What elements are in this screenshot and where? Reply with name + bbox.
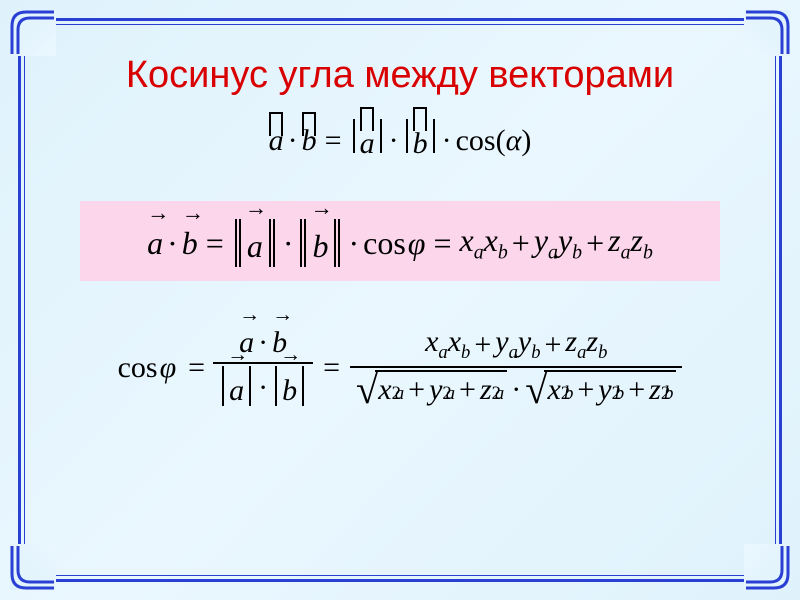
fraction-vectors: →a · →b →a · →b xyxy=(213,324,313,412)
slide-title: Косинус угла между векторами xyxy=(126,54,674,97)
vector-b: →b xyxy=(182,225,198,262)
magnitude-a: →a xyxy=(232,219,279,267)
vector-a: →a xyxy=(147,225,163,262)
formula-dot-product-coords: →a · →b = →a · →b · cos φ = xaxb + yayb … xyxy=(80,201,720,281)
slide-frame: Косинус угла между векторами a · b = a ·… xyxy=(0,0,800,600)
vector-b: b xyxy=(302,124,317,158)
fraction-coords: xaxb + yayb + zazb √ x2a + y2a + xyxy=(350,323,682,413)
magnitude-b: b xyxy=(403,119,438,163)
vector-a: a xyxy=(269,124,284,158)
formula-cosine: cos φ = →a · →b →a · xyxy=(118,323,683,413)
magnitude-b: →b xyxy=(297,219,344,267)
sqrt-a: √ x2a + y2a + z2a xyxy=(356,370,507,411)
sqrt-b: √ x2b + y2b + z2b xyxy=(525,370,676,411)
content-area: Косинус угла между векторами a · b = a ·… xyxy=(40,40,760,560)
magnitude-a: a xyxy=(350,119,385,163)
formula-dot-product-def: a · b = a · b · cos(α) xyxy=(269,119,532,163)
